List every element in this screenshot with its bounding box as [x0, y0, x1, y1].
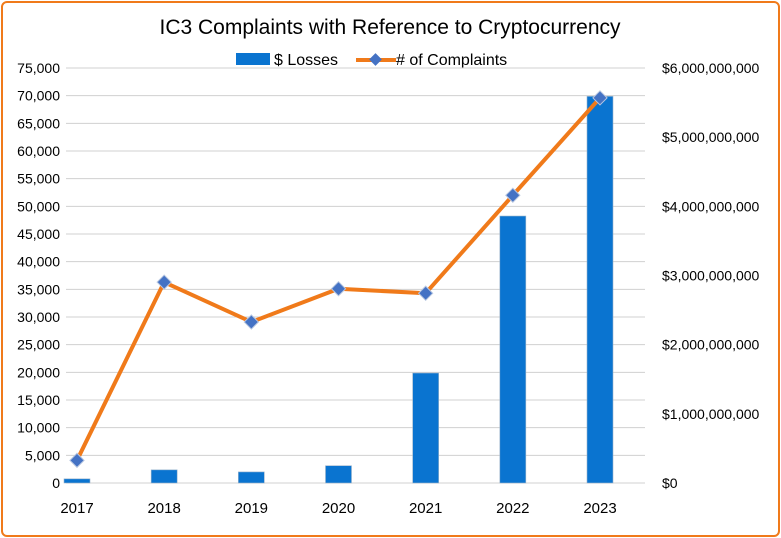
x-axis-tick-label: 2019 [235, 500, 268, 517]
left-axis-tick-label: 5,000 [25, 447, 60, 463]
left-axis-tick-label: 15,000 [17, 392, 60, 408]
left-axis-tick-label: 55,000 [17, 171, 60, 187]
right-axis-tick-label: $1,000,000,000 [662, 406, 760, 422]
left-axis-tick-label: 0 [52, 475, 60, 491]
right-axis-tick-label: $4,000,000,000 [662, 198, 760, 214]
complaints-marker-2022 [505, 187, 521, 204]
complaints-marker-2020 [330, 281, 347, 297]
left-axis-tick-label: 20,000 [17, 364, 60, 380]
complaints-marker-2021 [417, 285, 434, 301]
bar-losses-2022 [499, 215, 527, 484]
left-axis-tick-label: 30,000 [17, 309, 60, 325]
right-axis-tick-label: $5,000,000,000 [662, 129, 760, 145]
right-axis-tick-label: $0 [662, 475, 678, 491]
legend-label-complaints: # of Complaints [396, 52, 507, 69]
complaints-marker-2018 [156, 274, 172, 290]
legend-swatch-complaints-marker [369, 53, 382, 66]
x-axis-tick-label: 2021 [409, 500, 442, 517]
x-axis-tick-label: 2017 [60, 500, 93, 517]
legend-swatch-losses [236, 53, 270, 65]
complaints-marker-2017 [69, 452, 85, 469]
legend-label-losses: $ Losses [274, 52, 338, 69]
right-axis-tick-label: $3,000,000,000 [662, 268, 760, 284]
left-axis-tick-label: 70,000 [17, 88, 60, 104]
bar-losses-2023 [586, 96, 614, 484]
bar-losses-2017 [63, 478, 91, 484]
right-axis-tick-label: $2,000,000,000 [662, 337, 760, 353]
left-axis-tick-label: 60,000 [17, 143, 60, 159]
bar-losses-2020 [325, 465, 352, 484]
left-axis-tick-label: 50,000 [17, 198, 60, 214]
left-axis-tick-label: 25,000 [17, 337, 60, 353]
left-axis-tick-label: 45,000 [17, 226, 60, 242]
x-axis-tick-label: 2022 [496, 500, 529, 517]
left-axis-tick-label: 75,000 [17, 60, 60, 76]
left-axis-tick-label: 35,000 [17, 281, 60, 297]
bar-losses-2019 [238, 471, 265, 484]
left-axis-tick-label: 10,000 [17, 420, 60, 436]
bar-losses-2018 [150, 469, 178, 484]
legend: $ Losses # of Complaints [236, 52, 507, 69]
x-axis-tick-label: 2018 [147, 500, 180, 517]
left-axis-tick-label: 65,000 [17, 115, 60, 131]
complaints-marker-2019 [243, 314, 260, 330]
x-axis-tick-label: 2020 [322, 500, 355, 517]
right-axis-tick-label: $6,000,000,000 [662, 60, 760, 76]
left-axis-tick-label: 40,000 [17, 254, 60, 270]
x-axis-tick-label: 2023 [583, 500, 616, 517]
chart-title: IC3 Complaints with Reference to Cryptoc… [159, 16, 621, 39]
bar-losses-2021 [412, 372, 439, 484]
complaints-marker-2023 [592, 90, 608, 106]
